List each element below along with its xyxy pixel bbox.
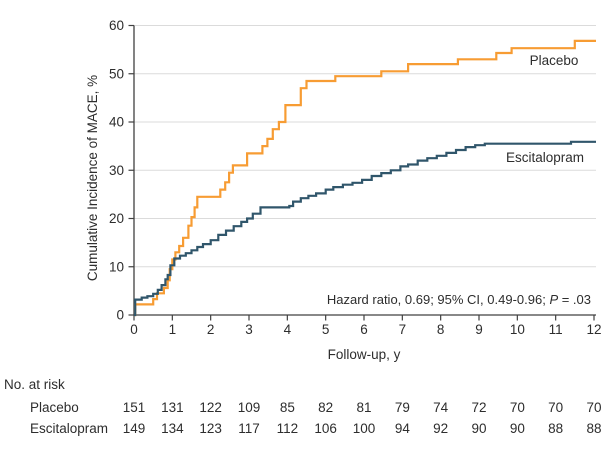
x-tick-label-8: 8 bbox=[437, 322, 445, 337]
risk-value-placebo-t11: 70 bbox=[548, 400, 563, 415]
series-label-placebo: Placebo bbox=[530, 53, 579, 68]
series-label-escitalopram: Escitalopram bbox=[506, 150, 584, 165]
risk-value-escitalopram-t0: 149 bbox=[123, 421, 146, 436]
gridlines bbox=[134, 25, 596, 268]
risk-value-escitalopram-t7: 94 bbox=[395, 421, 411, 436]
x-tick-label-3: 3 bbox=[245, 322, 253, 337]
risk-value-escitalopram-t5: 106 bbox=[314, 421, 337, 436]
x-axis-title: Follow-up, y bbox=[328, 347, 401, 362]
x-tick-label-7: 7 bbox=[399, 322, 407, 337]
risk-value-escitalopram-t4: 112 bbox=[277, 421, 299, 436]
y-axis-title: Cumulative Incidence of MACE, % bbox=[85, 75, 100, 281]
y-tick-label-20: 20 bbox=[109, 211, 124, 226]
y-tick-label-60: 60 bbox=[109, 18, 124, 33]
risk-row-label-escitalopram: Escitalopram bbox=[30, 421, 108, 436]
x-tick-label-5: 5 bbox=[322, 322, 330, 337]
survival-curves bbox=[134, 39, 596, 317]
x-tick-label-9: 9 bbox=[475, 322, 483, 337]
risk-value-placebo-t8: 74 bbox=[433, 400, 449, 415]
x-tick-label-2: 2 bbox=[207, 322, 215, 337]
annotation-text: Hazard ratio, 0.69; 95% CI, 0.49-0.96; bbox=[327, 292, 550, 307]
risk-value-escitalopram-t3: 117 bbox=[238, 421, 260, 436]
risk-value-placebo-t2: 122 bbox=[199, 400, 222, 415]
risk-row-label-placebo: Placebo bbox=[30, 400, 79, 415]
risk-value-escitalopram-t11: 88 bbox=[548, 421, 563, 436]
risk-value-placebo-t12: 70 bbox=[586, 400, 601, 415]
risk-value-placebo-t6: 81 bbox=[356, 400, 371, 415]
risk-value-placebo-t10: 70 bbox=[510, 400, 525, 415]
risk-value-placebo-t1: 131 bbox=[161, 400, 184, 415]
x-tick-label-12: 12 bbox=[586, 322, 601, 337]
risk-value-escitalopram-t8: 92 bbox=[433, 421, 448, 436]
risk-value-placebo-t5: 82 bbox=[318, 400, 333, 415]
risk-table-values: 151 131 122 109 85 82 81 79 74 72 70 70 70 149 134 123 1… bbox=[123, 400, 602, 436]
annotation-p-symbol: P bbox=[549, 292, 558, 307]
risk-value-placebo-t0: 151 bbox=[123, 400, 146, 415]
risk-value-placebo-t4: 85 bbox=[280, 400, 295, 415]
y-tick-label-50: 50 bbox=[109, 66, 124, 81]
y-tick-label-30: 30 bbox=[109, 163, 124, 178]
x-tick-label-4: 4 bbox=[284, 322, 292, 337]
risk-value-escitalopram-t10: 90 bbox=[510, 421, 525, 436]
risk-value-escitalopram-t1: 134 bbox=[161, 421, 184, 436]
risk-value-escitalopram-t12: 88 bbox=[586, 421, 601, 436]
risk-value-escitalopram-t9: 90 bbox=[471, 421, 486, 436]
risk-value-placebo-t9: 72 bbox=[471, 400, 486, 415]
y-tick-label-0: 0 bbox=[116, 308, 124, 323]
risk-value-placebo-t3: 109 bbox=[238, 400, 261, 415]
curve-placebo bbox=[134, 39, 596, 317]
risk-value-escitalopram-t2: 123 bbox=[199, 421, 222, 436]
x-tick-label-0: 0 bbox=[130, 322, 138, 337]
risk-table-title: No. at risk bbox=[4, 377, 65, 392]
y-tick-label-40: 40 bbox=[109, 115, 124, 130]
x-tick-label-1: 1 bbox=[169, 322, 177, 337]
y-tick-label-10: 10 bbox=[109, 259, 124, 274]
x-tick-label-10: 10 bbox=[510, 322, 525, 337]
x-tick-label-6: 6 bbox=[360, 322, 368, 337]
annotation-p-value: = .03 bbox=[558, 292, 591, 307]
hazard-ratio-annotation: Hazard ratio, 0.69; 95% CI, 0.49-0.96; P… bbox=[327, 292, 591, 307]
risk-value-placebo-t7: 79 bbox=[395, 400, 410, 415]
x-tick-label-11: 11 bbox=[549, 322, 563, 337]
curve-escitalopram bbox=[134, 140, 596, 317]
risk-value-escitalopram-t6: 100 bbox=[353, 421, 376, 436]
